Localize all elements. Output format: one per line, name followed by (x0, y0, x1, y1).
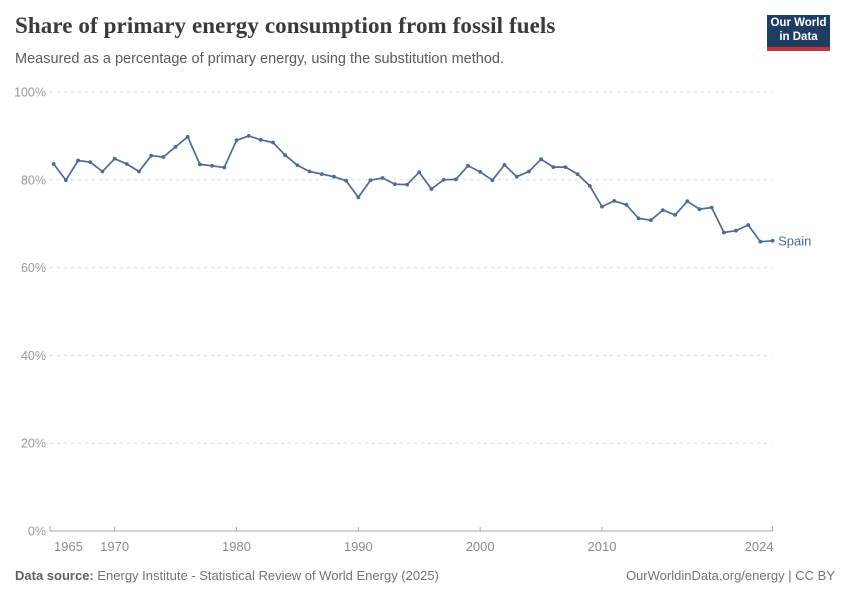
data-point-spain-2000[interactable] (478, 170, 483, 174)
data-point-spain-2012[interactable] (624, 202, 629, 207)
owid-logo-line2: in Data (779, 31, 818, 43)
y-tick-label-80: 80% (21, 173, 46, 187)
y-tick-label-0: 0% (28, 525, 46, 539)
data-point-spain-1966[interactable] (64, 178, 68, 183)
x-tick-label-2024: 2024 (745, 539, 774, 554)
data-point-spain-1984[interactable] (283, 153, 288, 158)
data-point-spain-2013[interactable] (636, 216, 641, 221)
owid-credit-link[interactable]: OurWorldinData.org/energy | CC BY (625, 568, 835, 583)
data-point-spain-2004[interactable] (527, 169, 531, 174)
data-point-spain-1994[interactable] (405, 182, 409, 187)
data-point-spain-1995[interactable] (417, 170, 422, 175)
entity-label-spain[interactable]: Spain (778, 233, 811, 248)
series-line-spain[interactable] (52, 135, 774, 243)
data-point-spain-1973[interactable] (149, 153, 154, 158)
data-point-spain-2021[interactable] (734, 228, 738, 233)
data-point-spain-2014[interactable] (648, 218, 653, 223)
data-point-spain-1989[interactable] (344, 178, 348, 183)
data-source-text: Energy Institute - Statistical Review of… (93, 568, 439, 583)
data-point-spain-2006[interactable] (551, 165, 556, 170)
data-point-spain-2007[interactable] (563, 165, 568, 170)
data-point-spain-2003[interactable] (514, 174, 519, 179)
data-point-spain-1969[interactable] (100, 169, 105, 174)
data-point-spain-2015[interactable] (661, 208, 665, 213)
data-point-spain-1977[interactable] (198, 162, 202, 167)
x-tick-label-1970: 1970 (100, 539, 129, 554)
data-point-spain-1985[interactable] (295, 163, 300, 168)
y-tick-label-20: 20% (21, 437, 46, 451)
data-point-spain-1988[interactable] (332, 174, 336, 179)
data-point-spain-2022[interactable] (746, 223, 751, 227)
x-tick-label-1980: 1980 (222, 539, 251, 554)
data-point-spain-1968[interactable] (88, 160, 93, 165)
data-point-spain-1967[interactable] (76, 158, 80, 163)
data-point-spain-2020[interactable] (722, 230, 726, 235)
y-tick-label-40: 40% (21, 349, 46, 363)
data-point-spain-1980[interactable] (234, 138, 239, 143)
data-point-spain-1970[interactable] (112, 156, 117, 161)
data-point-spain-1972[interactable] (137, 169, 141, 174)
owid-logo[interactable]: Our World in Data (767, 15, 830, 51)
data-point-spain-1999[interactable] (466, 163, 470, 168)
data-point-spain-1978[interactable] (210, 163, 215, 168)
chart-footer: Data source: Energy Institute - Statisti… (15, 568, 835, 583)
data-point-spain-1982[interactable] (258, 138, 263, 142)
data-point-spain-1996[interactable] (429, 187, 434, 191)
owid-logo-line1: Our World (770, 17, 827, 30)
data-point-spain-1986[interactable] (307, 169, 312, 174)
data-point-spain-1998[interactable] (453, 177, 458, 182)
data-point-spain-1987[interactable] (319, 172, 324, 177)
data-point-spain-2019[interactable] (709, 205, 714, 210)
x-tick-label-2000: 2000 (466, 539, 495, 554)
page-title: Share of primary energy consumption from… (15, 13, 556, 38)
data-point-spain-1975[interactable] (173, 145, 178, 149)
data-point-spain-1981[interactable] (246, 134, 251, 138)
y-tick-label-60: 60% (21, 261, 46, 275)
data-point-spain-1979[interactable] (222, 165, 227, 170)
data-point-spain-2001[interactable] (490, 178, 495, 183)
data-point-spain-1971[interactable] (124, 162, 129, 166)
x-tick-label-1965: 1965 (54, 539, 83, 554)
data-point-spain-2023[interactable] (758, 239, 763, 244)
chart-subtitle: Measured as a percentage of primary ener… (15, 51, 504, 67)
data-point-spain-2016[interactable] (673, 213, 677, 217)
data-point-spain-1992[interactable] (380, 176, 385, 180)
data-point-spain-2008[interactable] (575, 172, 580, 177)
data-point-spain-2002[interactable] (502, 163, 507, 167)
data-source-label: Data source: (15, 568, 94, 583)
data-point-spain-1991[interactable] (368, 178, 373, 183)
data-point-spain-2018[interactable] (697, 207, 702, 212)
data-point-spain-1993[interactable] (393, 182, 397, 187)
data-point-spain-2005[interactable] (539, 157, 543, 162)
data-point-spain-1990[interactable] (356, 195, 361, 200)
data-point-spain-2010[interactable] (600, 204, 604, 209)
data-point-spain-2009[interactable] (587, 184, 592, 188)
data-point-spain-1965[interactable] (51, 162, 56, 166)
data-point-spain-1976[interactable] (185, 134, 190, 139)
x-tick-label-2010: 2010 (588, 539, 617, 554)
x-tick-label-1990: 1990 (344, 539, 373, 554)
data-point-spain-2017[interactable] (685, 199, 690, 204)
data-point-spain-2011[interactable] (612, 199, 617, 203)
data-source-note: Data source: Energy Institute - Statisti… (15, 568, 439, 583)
data-point-spain-2024[interactable] (770, 238, 775, 243)
y-tick-label-100: 100% (14, 86, 46, 100)
data-point-spain-1997[interactable] (441, 177, 446, 182)
data-point-spain-1974[interactable] (161, 155, 166, 159)
data-point-spain-1983[interactable] (271, 140, 275, 145)
